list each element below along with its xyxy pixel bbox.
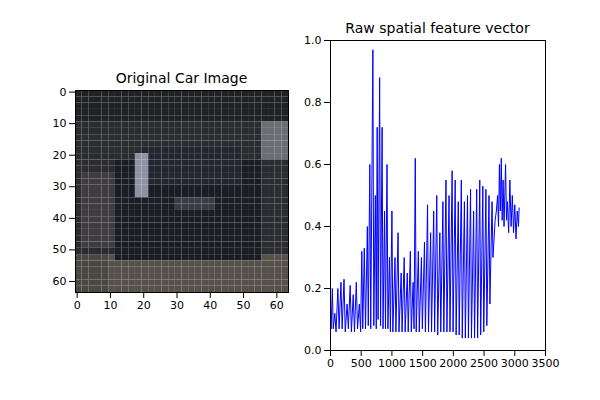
svg-text:3500: 3500 [532, 357, 560, 370]
svg-text:0: 0 [327, 357, 334, 370]
svg-text:0: 0 [74, 299, 81, 312]
svg-text:20: 20 [137, 299, 151, 312]
html-text:Raw spatial feature vector: Raw spatial feature vector [345, 20, 530, 36]
svg-text:1500: 1500 [409, 357, 437, 370]
svg-text:50: 50 [53, 243, 67, 256]
svg-text:50: 50 [237, 299, 251, 312]
svg-text:2000: 2000 [439, 357, 467, 370]
svg-text:500: 500 [351, 357, 372, 370]
svg-text:30: 30 [53, 180, 67, 193]
svg-text:1.0: 1.0 [304, 34, 322, 47]
svg-text:20: 20 [53, 149, 67, 162]
svg-text:3000: 3000 [501, 357, 529, 370]
svg-text:0.2: 0.2 [304, 282, 322, 295]
svg-text:40: 40 [53, 212, 67, 225]
svg-text:40: 40 [203, 299, 217, 312]
svg-text:60: 60 [270, 299, 284, 312]
svg-text:10: 10 [103, 299, 117, 312]
svg-text:0.8: 0.8 [304, 96, 322, 109]
svg-text:30: 30 [170, 299, 184, 312]
svg-text:0.6: 0.6 [304, 158, 322, 171]
svg-text:2500: 2500 [470, 357, 498, 370]
svg-text:60: 60 [53, 275, 67, 288]
svg-text:0.0: 0.0 [304, 344, 322, 357]
svg-text:0.4: 0.4 [304, 220, 322, 233]
svg-text:1000: 1000 [378, 357, 406, 370]
svg-text:10: 10 [53, 117, 67, 130]
svg-text:0: 0 [60, 86, 67, 99]
html-text:Original Car Image: Original Car Image [115, 70, 248, 86]
